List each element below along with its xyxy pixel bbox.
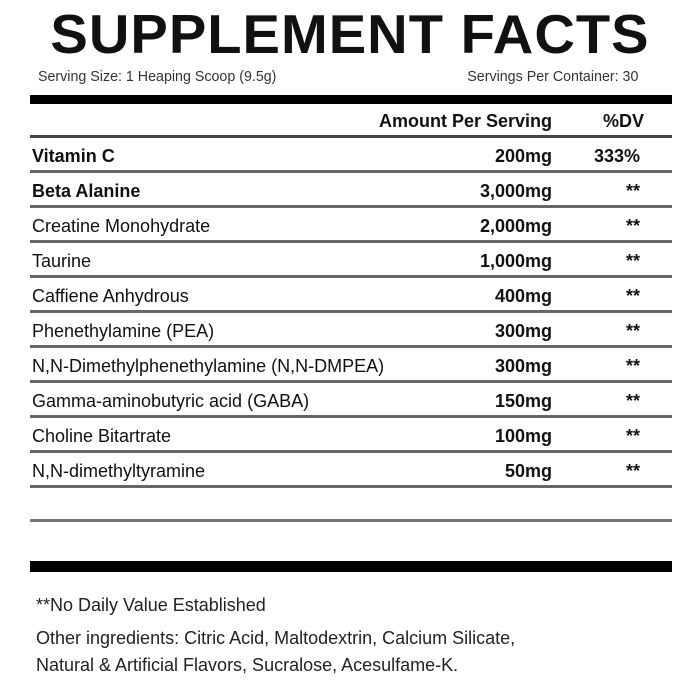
ingredient-dv: ** — [625, 321, 640, 341]
serving-size: Serving Size: 1 Heaping Scoop (9.5g) — [38, 68, 277, 85]
ingredient-amount: 150mg — [494, 391, 552, 411]
ingredient-row: Beta Alanine 3,000mg ** — [30, 173, 672, 208]
ingredient-name: N,N-Dimethylphenethylamine (N,N-DMPEA) — [32, 356, 385, 376]
other-ingredients-line-2: Natural & Artificial Flavors, Sucralose,… — [36, 655, 459, 675]
top-thick-divider — [30, 95, 672, 104]
amount-header: Amount Per Serving — [378, 111, 552, 131]
ingredient-row: Taurine 1,000mg ** — [30, 243, 672, 278]
ingredient-name: Caffiene Anhydrous — [32, 286, 189, 306]
empty-row-divider — [30, 519, 672, 522]
ingredient-dv: ** — [625, 251, 640, 271]
ingredient-row: Gamma-aminobutyric acid (GABA) 150mg ** — [30, 383, 672, 418]
label-title: SUPPLEMENT FACTS — [50, 3, 650, 65]
ingredient-dv: ** — [625, 391, 640, 411]
ingredient-name: Creatine Monohydrate — [32, 216, 211, 236]
ingredient-dv: ** — [625, 356, 640, 376]
serving-info: Serving Size: 1 Heaping Scoop (9.5g) Ser… — [38, 68, 638, 85]
ingredient-amount: 50mg — [504, 461, 552, 481]
ingredient-row: N,N-Dimethylphenethylamine (N,N-DMPEA) 30… — [30, 348, 672, 383]
footnote: **No Daily Value Established — [36, 595, 266, 615]
ingredient-dv: 333% — [593, 146, 640, 166]
ingredient-row: Creatine Monohydrate 2,000mg ** — [30, 208, 672, 243]
ingredient-amount: 200mg — [494, 146, 552, 166]
ingredient-amount: 300mg — [494, 321, 552, 341]
ingredient-name: Taurine — [32, 251, 92, 271]
ingredient-name: Choline Bitartrate — [32, 426, 172, 446]
ingredient-name: N,N-dimethyltyramine — [32, 461, 206, 481]
column-header: Amount Per Serving %DV — [30, 111, 672, 135]
ingredient-amount: 1,000mg — [479, 251, 552, 271]
header-divider — [30, 135, 672, 138]
ingredient-row: Caffiene Anhydrous 400mg ** — [30, 278, 672, 313]
ingredient-dv: ** — [625, 216, 640, 236]
servings-per-container: Servings Per Container: 30 — [467, 68, 639, 85]
ingredient-name: Gamma-aminobutyric acid (GABA) — [32, 391, 310, 411]
ingredient-row: Phenethylamine (PEA) 300mg ** — [30, 313, 672, 348]
ingredient-name: Phenethylamine (PEA) — [32, 321, 215, 341]
ingredient-row: Vitamin C 200mg 333% — [30, 138, 672, 173]
ingredient-amount: 100mg — [494, 426, 552, 446]
ingredient-dv: ** — [625, 181, 640, 201]
bottom-thick-divider — [30, 561, 672, 572]
ingredient-dv: ** — [625, 286, 640, 306]
ingredient-dv: ** — [625, 426, 640, 446]
ingredient-amount: 2,000mg — [479, 216, 552, 236]
ingredient-name: Vitamin C — [32, 146, 115, 166]
ingredient-row: N,N-dimethyltyramine 50mg ** — [30, 453, 672, 488]
ingredient-name: Beta Alanine — [32, 181, 141, 201]
ingredient-row: Choline Bitartrate 100mg ** — [30, 418, 672, 453]
ingredient-amount: 3,000mg — [479, 181, 552, 201]
ingredient-amount: 400mg — [494, 286, 552, 306]
dv-header: %DV — [602, 111, 644, 131]
ingredient-amount: 300mg — [494, 356, 552, 376]
ingredient-table: Vitamin C 200mg 333% Beta Alanine 3,000mg ** C… — [30, 138, 672, 488]
ingredient-dv: ** — [625, 461, 640, 481]
other-ingredients-line-1: Other ingredients: Citric Acid, Maltodex… — [36, 628, 516, 648]
